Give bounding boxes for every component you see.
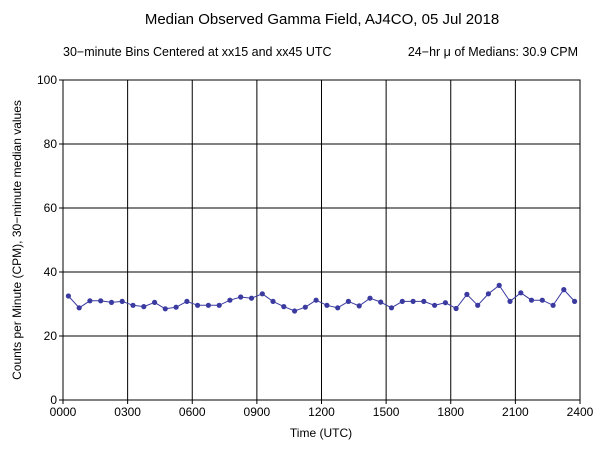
data-point xyxy=(518,290,524,296)
data-point xyxy=(496,282,502,288)
data-point xyxy=(259,291,265,297)
y-axis-label: Counts per Minute (CPM), 30−minute media… xyxy=(10,100,24,380)
data-point xyxy=(173,304,179,310)
data-point xyxy=(432,302,438,308)
series-group xyxy=(65,282,578,314)
data-point xyxy=(539,297,545,303)
plot-frame xyxy=(62,79,581,401)
data-point xyxy=(270,298,276,304)
x-tick-label: 1200 xyxy=(308,405,335,419)
y-tick-label: 80 xyxy=(44,137,58,151)
data-point xyxy=(98,298,104,304)
y-axis-ticks: 0 20 40 60 80 100 xyxy=(37,73,63,407)
data-point xyxy=(184,298,190,304)
data-point xyxy=(485,291,491,297)
x-tick-label: 2100 xyxy=(502,405,529,419)
data-point xyxy=(442,300,448,306)
x-axis-label: Time (UTC) xyxy=(290,426,352,440)
data-point xyxy=(292,308,298,314)
y-tick-label: 40 xyxy=(44,265,58,279)
x-tick-label: 0300 xyxy=(114,405,141,419)
data-point xyxy=(130,302,136,308)
data-point xyxy=(388,305,395,311)
data-point xyxy=(76,305,82,311)
y-tick-label: 20 xyxy=(44,329,58,343)
data-point xyxy=(162,306,168,312)
x-tick-label: 2400 xyxy=(567,405,594,419)
data-point xyxy=(119,298,125,304)
data-point xyxy=(399,298,405,304)
data-point xyxy=(216,302,222,308)
x-tick-label: 1500 xyxy=(373,405,400,419)
data-point xyxy=(313,297,319,303)
data-point xyxy=(141,304,147,310)
grid-lines xyxy=(63,80,580,400)
data-point xyxy=(302,304,308,310)
chart-subtitle-bins: 30−minute Bins Centered at xx15 and xx45… xyxy=(63,45,332,59)
data-point xyxy=(152,299,158,305)
data-point xyxy=(195,302,201,308)
data-point xyxy=(345,298,351,304)
data-point xyxy=(108,299,115,305)
x-tick-label: 0900 xyxy=(244,405,271,419)
x-axis-ticks: 0000 0300 0600 0900 1200 1500 1800 2100 2400 xyxy=(50,400,594,419)
chart-subtitle-mean: 24−hr μ of Medians: 30.9 CPM xyxy=(408,45,578,59)
data-point xyxy=(281,304,287,310)
data-point xyxy=(572,298,578,304)
data-point xyxy=(464,291,470,297)
y-tick-label: 60 xyxy=(44,201,58,215)
data-point xyxy=(335,305,341,311)
data-point xyxy=(205,302,211,308)
data-point xyxy=(507,298,513,304)
chart-title: Median Observed Gamma Field, AJ4CO, 05 J… xyxy=(145,11,499,28)
data-point xyxy=(550,302,556,308)
data-point xyxy=(561,287,567,293)
y-tick-label: 0 xyxy=(50,393,57,407)
data-point xyxy=(528,297,535,303)
data-point xyxy=(453,305,459,312)
x-tick-label: 0000 xyxy=(50,405,77,419)
data-point xyxy=(227,297,233,303)
data-point xyxy=(248,295,255,301)
data-point xyxy=(87,298,93,304)
data-point xyxy=(367,295,373,301)
x-tick-label: 0600 xyxy=(179,405,206,419)
data-point xyxy=(475,302,481,308)
data-point xyxy=(324,302,330,308)
data-point xyxy=(65,293,71,299)
data-point xyxy=(356,303,362,309)
y-tick-label: 100 xyxy=(37,73,57,87)
data-point xyxy=(238,294,244,300)
data-point xyxy=(378,299,384,305)
data-point xyxy=(410,298,416,304)
data-point xyxy=(421,298,427,304)
x-tick-label: 1800 xyxy=(437,405,464,419)
